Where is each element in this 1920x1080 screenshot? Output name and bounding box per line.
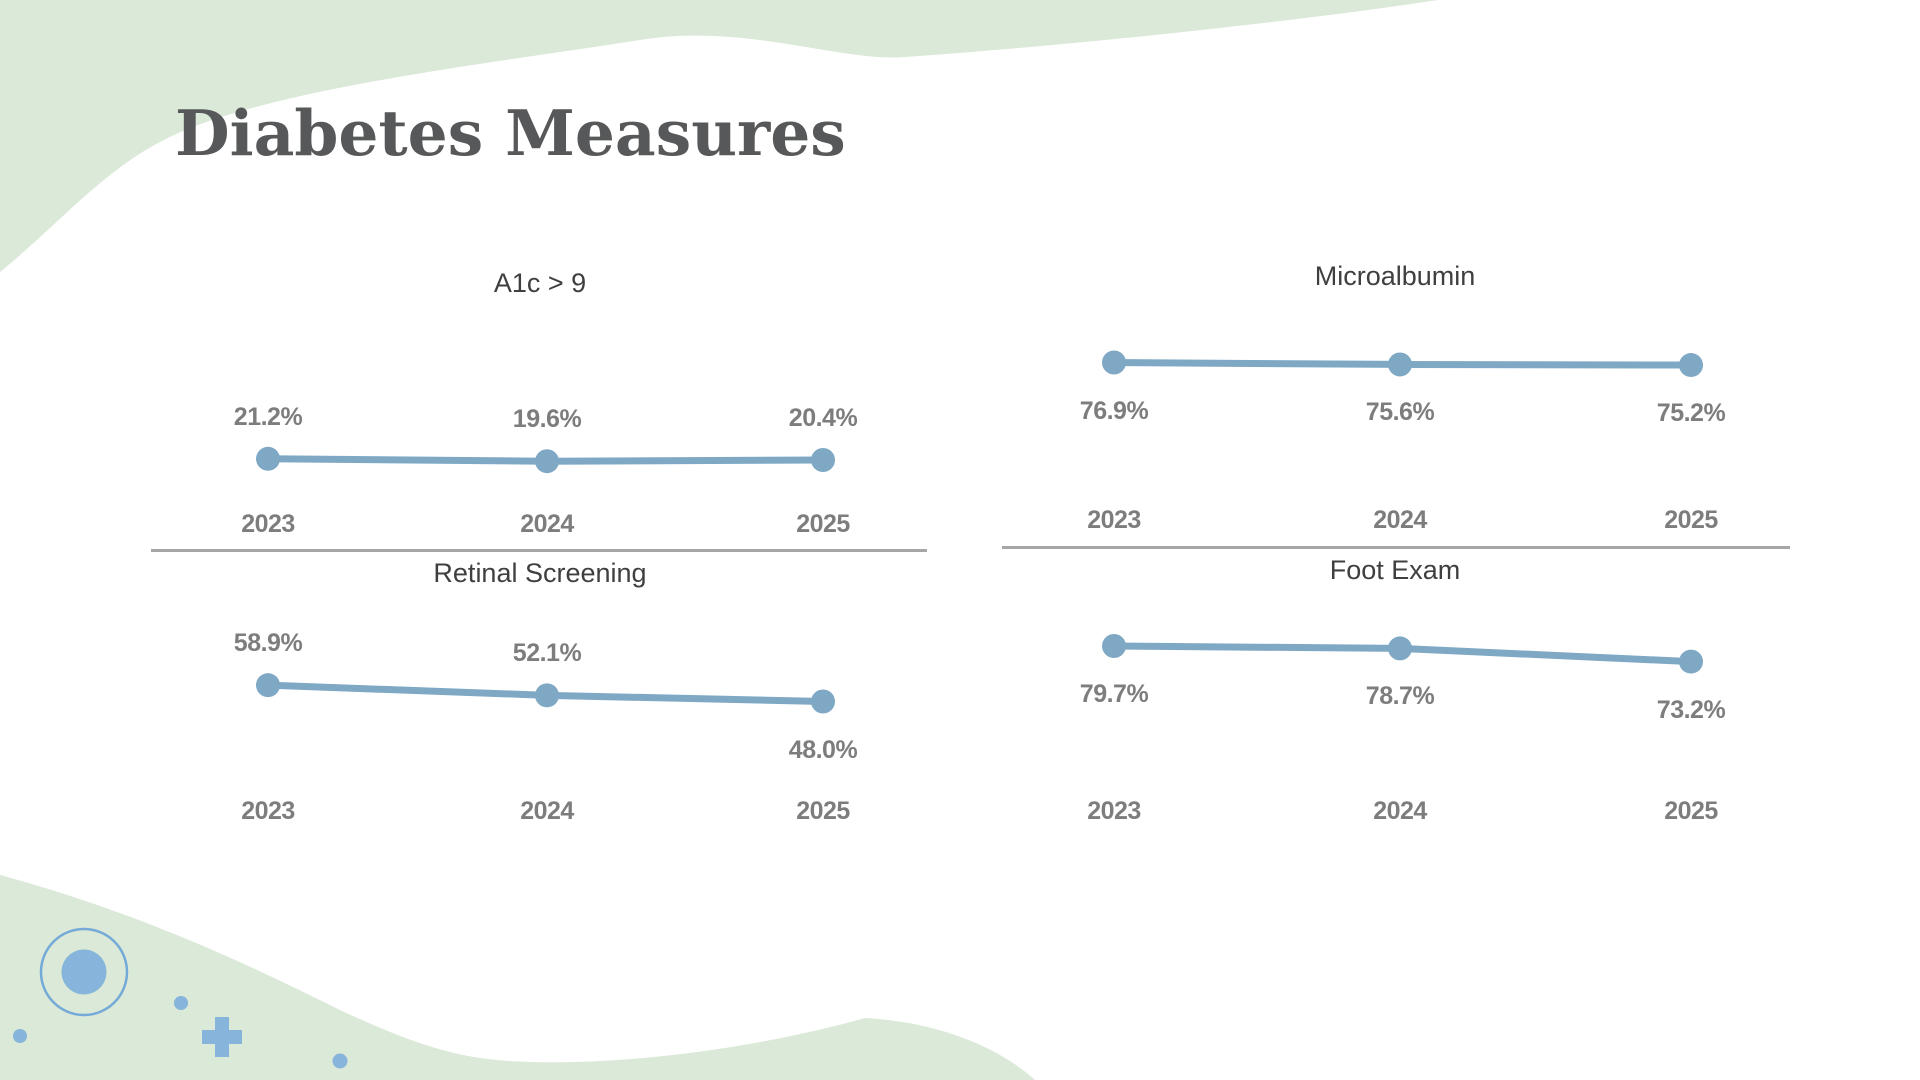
data-label: 52.1% xyxy=(512,639,582,668)
data-label: 20.4% xyxy=(788,404,858,432)
axis-tick-label: 2025 xyxy=(1664,797,1718,825)
chart-panel-microalbumin: Microalbumin 76.9% 75.6% 75.2% 2023 2024 2025 xyxy=(1000,226,1790,546)
line-chart xyxy=(256,446,835,474)
axis-tick-label: 2024 xyxy=(1373,797,1427,825)
data-point-marker xyxy=(1102,634,1126,658)
data-label: 75.2% xyxy=(1656,399,1726,428)
chart-panel-retinal-screening: Retinal Screening 58.9% 52.1% 48.0% 2023 202… xyxy=(150,552,930,852)
slide-title: Diabetes Measures xyxy=(175,96,846,170)
data-label: 21.2% xyxy=(233,402,303,431)
dot-icon xyxy=(13,1029,27,1043)
axis-tick-label: 2025 xyxy=(796,510,850,538)
axis-tick-label: 2024 xyxy=(1373,506,1427,534)
axis-tick-label: 2023 xyxy=(241,797,295,825)
axis-tick-label: 2023 xyxy=(1087,506,1141,534)
data-point-marker xyxy=(811,448,835,472)
data-label: 75.6% xyxy=(1365,398,1435,427)
dot-icon xyxy=(174,996,188,1010)
panel-divider xyxy=(151,549,927,552)
chart-panel-foot-exam: Foot Exam 79.7% 78.7% 73.2% 2023 2024 2025 xyxy=(1000,549,1790,849)
data-point-marker xyxy=(1679,353,1703,378)
chart-title: Microalbumin xyxy=(1314,261,1476,291)
dot-icon xyxy=(332,1053,348,1069)
data-point-marker xyxy=(535,683,559,708)
filled-circle-icon xyxy=(61,949,107,995)
data-point-marker xyxy=(1388,636,1412,661)
axis-tick-label: 2025 xyxy=(1664,506,1718,534)
axis-tick-label: 2024 xyxy=(520,797,574,825)
data-point-marker xyxy=(1388,352,1412,377)
axis-tick-label: 2025 xyxy=(796,797,850,825)
data-label: 79.7% xyxy=(1079,680,1149,708)
data-point-marker xyxy=(1102,350,1126,375)
data-point-marker xyxy=(256,673,280,698)
line-chart xyxy=(1102,350,1703,378)
ring-circle-icon xyxy=(39,927,129,1017)
chart-title: A1c > 9 xyxy=(493,268,587,298)
panel-divider xyxy=(1002,546,1790,549)
data-label: 19.6% xyxy=(512,405,582,434)
chart-title: Foot Exam xyxy=(1329,555,1461,585)
line-chart xyxy=(256,673,835,714)
top-wave-shape xyxy=(0,0,1438,272)
chart-panel-a1c: A1c > 9 21.2% 19.6% 20.4% 2023 2024 2025 xyxy=(150,230,930,550)
data-label: 48.0% xyxy=(788,735,858,764)
line-chart xyxy=(1102,634,1703,674)
axis-tick-label: 2023 xyxy=(241,510,295,538)
data-point-marker xyxy=(535,449,559,474)
data-point-marker xyxy=(1679,649,1703,674)
bottom-wave-shape xyxy=(0,875,1035,1080)
data-label: 73.2% xyxy=(1656,695,1726,724)
data-point-marker xyxy=(256,446,280,471)
data-label: 58.9% xyxy=(233,629,303,658)
data-point-marker xyxy=(811,689,835,714)
data-label: 78.7% xyxy=(1365,682,1435,711)
chart-title: Retinal Screening xyxy=(433,558,647,588)
plus-icon xyxy=(202,1017,242,1057)
axis-tick-label: 2023 xyxy=(1087,797,1141,825)
axis-tick-label: 2024 xyxy=(520,510,574,538)
data-label: 76.9% xyxy=(1079,396,1149,425)
